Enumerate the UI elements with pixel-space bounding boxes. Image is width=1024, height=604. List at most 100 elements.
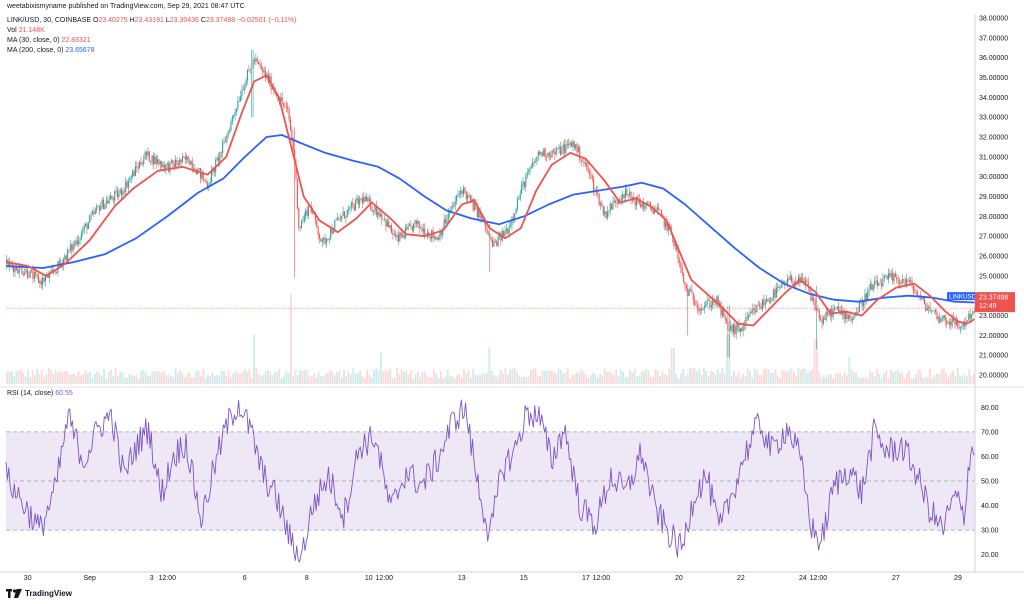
high-value: 23.43191 [134,17,164,24]
time-tick-label: 3 [150,575,154,582]
candle-body [907,279,909,281]
candle-body [908,280,910,282]
candle-body [565,144,567,153]
candle-body [173,163,175,167]
volume-bar [303,369,306,384]
candle-body [637,196,639,200]
candle-body [508,226,510,234]
volume-bar [629,370,631,384]
volume-bar [142,370,145,384]
volume-bar [583,372,585,384]
candle-body [939,316,941,323]
volume-bar [248,369,251,384]
candle-body [789,275,791,280]
candle-body [187,156,189,163]
candle-body [760,307,762,309]
volume-bar [585,374,588,384]
candle-body [667,225,669,231]
axes: 20.0000021.0000022.0000023.0000024.00000… [0,14,1024,582]
volume-bar [626,377,629,384]
price-pane[interactable] [5,49,976,384]
candle-body [325,239,328,244]
candle-body [162,164,164,168]
volume-bar [476,375,479,384]
volume-bar [587,377,590,384]
candle-body [148,151,150,162]
candle-body [201,172,203,179]
volume-bar [622,371,625,384]
candle-body [415,220,417,224]
rsi-pane[interactable] [5,399,976,563]
volume-bar [753,368,756,384]
volume-bar [380,352,382,384]
candle-body [306,210,308,216]
volume-bar [444,376,447,384]
candle-body [327,239,329,240]
candle-body [471,199,473,201]
volume-bar [172,377,175,384]
volume-bar [908,370,911,384]
volume-bar [225,375,228,384]
volume-bar [848,357,851,384]
candle-body [631,196,633,200]
candle-body [17,270,19,274]
volume-bar [276,372,278,384]
price-tick-label: 38.00000 [979,16,1008,23]
candle-body [281,97,283,103]
candle-body [240,95,242,102]
candle-body [35,272,37,274]
candle-body [771,298,773,299]
candle-body [958,326,960,329]
candle-body [889,273,891,277]
volume-bar [790,368,793,384]
candle-body [702,308,704,310]
candle-body [788,279,790,280]
candle-body [695,305,697,307]
candle-body [685,286,687,289]
candle-body [144,152,146,160]
candle-body [50,269,52,273]
volume-bar [818,372,821,384]
candle-body [180,159,182,163]
candle-body [375,205,377,216]
volume-bar [797,368,800,384]
volume-bar [160,372,163,384]
candle-body [846,312,848,319]
candle-body [934,310,937,312]
candle-body [64,255,66,260]
candle-body [170,160,172,162]
volume-bar [963,374,966,384]
volume-bar [77,371,80,384]
candle-body [917,292,919,296]
ma30-label: MA (30, close, 0) [7,37,60,44]
candle-body [732,324,734,333]
volume-bar [811,368,814,384]
volume-bar [350,374,352,384]
time-tick-label: 12:00 [376,575,394,582]
candle-body [328,238,330,240]
candle-body [420,227,422,229]
volume-bar [264,370,267,384]
candle-body [954,321,956,325]
candle-body [312,212,314,213]
volume-bar [183,377,186,384]
candle-body [299,226,301,228]
volume-legend: Vol 21.148K [7,26,45,35]
volume-bar [594,374,597,384]
volume-bar [756,370,758,384]
volume-bar [103,368,105,384]
candle-body [721,309,723,316]
candle-body [630,191,632,200]
candle-body [706,300,708,305]
candle-body [36,273,38,277]
volume-bar [714,373,717,384]
volume-bar [661,372,664,384]
candle-body [433,236,435,239]
volume-bar [426,375,428,384]
volume-bar [190,377,193,384]
volume-bar [555,373,558,384]
volume-bar [370,377,373,384]
candle-body [838,306,840,312]
candle-body [285,106,287,107]
